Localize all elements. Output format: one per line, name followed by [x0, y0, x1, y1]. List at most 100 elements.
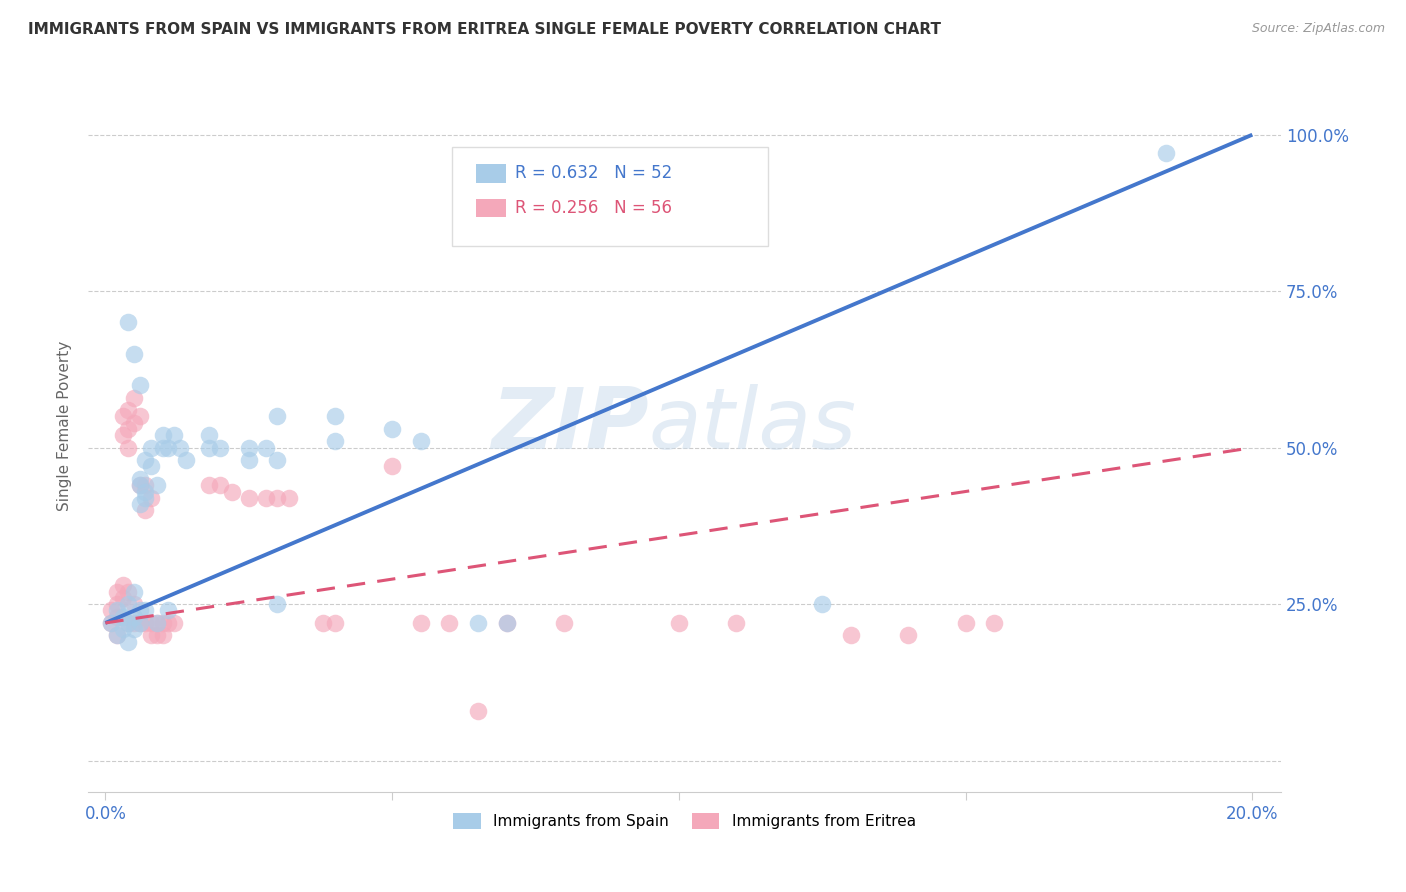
Point — [134, 615, 156, 630]
Point — [152, 615, 174, 630]
Point — [128, 478, 150, 492]
Point — [169, 441, 191, 455]
Point — [105, 597, 128, 611]
FancyBboxPatch shape — [451, 147, 768, 246]
Point — [197, 441, 219, 455]
Point — [141, 628, 163, 642]
Point — [128, 615, 150, 630]
Point — [146, 478, 169, 492]
Point — [111, 622, 134, 636]
Point — [266, 409, 288, 424]
FancyBboxPatch shape — [475, 199, 506, 217]
Point — [117, 403, 139, 417]
Point — [117, 597, 139, 611]
Legend: Immigrants from Spain, Immigrants from Eritrea: Immigrants from Spain, Immigrants from E… — [447, 807, 922, 836]
Point — [409, 615, 432, 630]
Point — [209, 478, 232, 492]
Point — [122, 584, 145, 599]
Point — [128, 378, 150, 392]
Point — [122, 391, 145, 405]
Point — [238, 453, 260, 467]
Point — [111, 609, 134, 624]
Point — [323, 615, 346, 630]
Point — [117, 615, 139, 630]
Point — [266, 491, 288, 505]
Point — [111, 428, 134, 442]
Text: R = 0.256   N = 56: R = 0.256 N = 56 — [515, 199, 672, 217]
Point — [238, 441, 260, 455]
Point — [266, 597, 288, 611]
Point — [134, 503, 156, 517]
Point — [122, 622, 145, 636]
Point — [128, 478, 150, 492]
Point — [128, 615, 150, 630]
Point — [668, 615, 690, 630]
Point — [381, 459, 404, 474]
Point — [111, 409, 134, 424]
Point — [467, 615, 489, 630]
Point — [163, 428, 186, 442]
Point — [100, 615, 122, 630]
Point — [105, 609, 128, 624]
Point — [157, 603, 180, 617]
Point — [117, 422, 139, 436]
Point — [117, 316, 139, 330]
Point — [122, 597, 145, 611]
Point — [134, 478, 156, 492]
Point — [105, 603, 128, 617]
Point — [197, 428, 219, 442]
Point — [152, 428, 174, 442]
Text: atlas: atlas — [648, 384, 856, 467]
Point — [238, 491, 260, 505]
Point — [134, 491, 156, 505]
Point — [134, 603, 156, 617]
Point — [128, 603, 150, 617]
Point — [266, 453, 288, 467]
Point — [197, 478, 219, 492]
Point — [146, 615, 169, 630]
Point — [983, 615, 1005, 630]
FancyBboxPatch shape — [475, 164, 506, 183]
Y-axis label: Single Female Poverty: Single Female Poverty — [58, 341, 72, 511]
Point — [157, 615, 180, 630]
Point — [122, 615, 145, 630]
Text: IMMIGRANTS FROM SPAIN VS IMMIGRANTS FROM ERITREA SINGLE FEMALE POVERTY CORRELATI: IMMIGRANTS FROM SPAIN VS IMMIGRANTS FROM… — [28, 22, 941, 37]
Point — [839, 628, 862, 642]
Point — [100, 603, 122, 617]
Point — [105, 584, 128, 599]
Point — [152, 441, 174, 455]
Point — [141, 441, 163, 455]
Point — [323, 434, 346, 449]
Text: Source: ZipAtlas.com: Source: ZipAtlas.com — [1251, 22, 1385, 36]
Point — [439, 615, 461, 630]
Point — [134, 484, 156, 499]
Point — [725, 615, 748, 630]
Point — [409, 434, 432, 449]
Point — [811, 597, 834, 611]
Point — [111, 578, 134, 592]
Point — [128, 472, 150, 486]
Point — [117, 615, 139, 630]
Point — [122, 347, 145, 361]
Point — [105, 628, 128, 642]
Point — [111, 591, 134, 605]
Point — [277, 491, 299, 505]
Point — [897, 628, 920, 642]
Point — [105, 628, 128, 642]
Point — [100, 615, 122, 630]
Point — [221, 484, 243, 499]
Point — [312, 615, 335, 630]
Point — [553, 615, 575, 630]
Point — [254, 491, 277, 505]
Point — [467, 704, 489, 718]
Point — [141, 491, 163, 505]
Point — [141, 459, 163, 474]
Point — [1154, 146, 1177, 161]
Point — [381, 422, 404, 436]
Point — [117, 584, 139, 599]
Point — [146, 615, 169, 630]
Point — [141, 615, 163, 630]
Point — [157, 441, 180, 455]
Point — [495, 615, 517, 630]
Point — [152, 628, 174, 642]
